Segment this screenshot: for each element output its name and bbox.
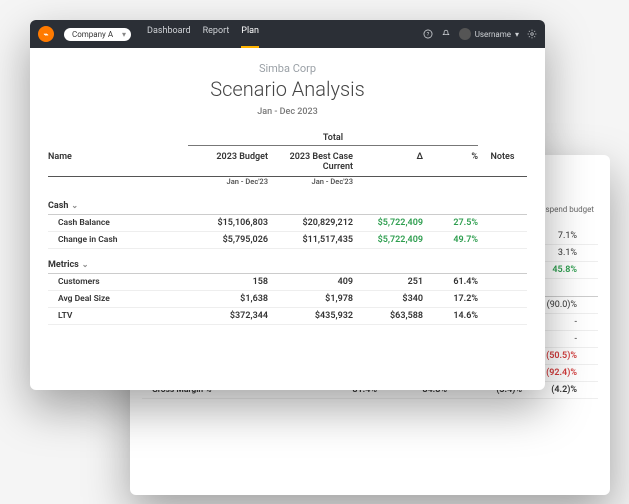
app-logo[interactable]: ⌁ <box>38 26 54 42</box>
col-notes: Notes <box>478 148 527 176</box>
row-notes <box>478 218 527 228</box>
row-pct: 14.6% <box>423 311 478 321</box>
nav-report[interactable]: Report <box>203 26 230 42</box>
help-icon[interactable]: ? <box>423 29 433 39</box>
row-delta: 251 <box>353 277 423 287</box>
row-notes <box>478 294 527 304</box>
row-budget: $15,106,803 <box>188 218 268 228</box>
row-budget: $5,795,026 <box>188 235 268 245</box>
nav-plan[interactable]: Plan <box>241 26 259 42</box>
section-cash[interactable]: Cash⌄ <box>48 198 527 215</box>
gear-icon[interactable] <box>527 29 537 39</box>
row-best: 409 <box>268 277 353 287</box>
row-best: $11,517,435 <box>268 235 353 245</box>
row-budget: $1,638 <box>188 294 268 304</box>
analysis-table: Total Name 2023 Budget 2023 Best Case Cu… <box>30 123 545 325</box>
table-row: Cash Balance$15,106,803$20,829,212$5,722… <box>48 215 527 232</box>
row-pct: 49.7% <box>423 235 478 245</box>
superheader-total: Total <box>188 133 478 146</box>
company-selector-value: Company A <box>72 30 113 39</box>
row-name: LTV <box>48 311 188 321</box>
row-pct: 27.5% <box>423 218 478 228</box>
row-budget: $372,344 <box>188 311 268 321</box>
col-name: Name <box>48 148 188 176</box>
section-metrics[interactable]: Metrics⌄ <box>48 257 527 274</box>
avatar-icon <box>459 28 471 40</box>
row-name: Cash Balance <box>48 218 188 228</box>
row-delta: $63,588 <box>353 311 423 321</box>
page-title: Scenario Analysis <box>30 77 545 101</box>
username-text: Username <box>475 30 511 39</box>
row-delta: $5,722,409 <box>353 235 423 245</box>
col-budget-label: 2023 Budget <box>188 152 268 162</box>
chevron-down-icon: ⌄ <box>71 201 78 210</box>
col-delta: Δ <box>353 148 423 176</box>
col-pct: % <box>423 148 478 176</box>
header-right: ? Username ▾ <box>423 28 537 40</box>
topbar: ⌁ Company A Dashboard Report Plan ? Userna… <box>30 20 545 48</box>
row-delta: $5,722,409 <box>353 218 423 228</box>
row-name: Customers <box>48 277 188 287</box>
company-name: Simba Corp <box>30 62 545 75</box>
nav-links: Dashboard Report Plan <box>147 26 259 42</box>
nav-dashboard[interactable]: Dashboard <box>147 26 191 42</box>
row-notes <box>478 277 527 287</box>
period-label: Jan - Dec 2023 <box>30 107 545 117</box>
bell-icon[interactable] <box>441 29 451 39</box>
company-selector[interactable]: Company A <box>64 28 131 41</box>
col-bestcase: 2023 Best Case Current <box>268 148 353 176</box>
table-row: Change in Cash$5,795,026$11,517,435$5,72… <box>48 232 527 249</box>
table-row: LTV$372,344$435,932$63,58814.6% <box>48 308 527 325</box>
row-delta: $340 <box>353 294 423 304</box>
table-row: Customers15840925161.4% <box>48 274 527 291</box>
col-bestcase-period: Jan - Dec'23 <box>268 177 353 190</box>
row-best: $435,932 <box>268 311 353 321</box>
table-row: Avg Deal Size$1,638$1,978$34017.2% <box>48 291 527 308</box>
svg-text:?: ? <box>426 32 429 38</box>
chevron-down-icon: ▾ <box>515 30 519 39</box>
user-menu[interactable]: Username ▾ <box>459 28 519 40</box>
row-name: Change in Cash <box>48 235 188 245</box>
col-budget-period: Jan - Dec'23 <box>188 177 268 190</box>
row-notes <box>478 235 527 245</box>
row-best: $20,829,212 <box>268 218 353 228</box>
scenario-analysis-card: ⌁ Company A Dashboard Report Plan ? Userna… <box>30 20 545 390</box>
column-headers: Name 2023 Budget 2023 Best Case Current … <box>48 148 527 177</box>
title-area: Simba Corp Scenario Analysis Jan - Dec 2… <box>30 48 545 123</box>
row-name: Avg Deal Size <box>48 294 188 304</box>
col-budget: 2023 Budget <box>188 148 268 176</box>
row-notes <box>478 311 527 321</box>
row-pct: 17.2% <box>423 294 478 304</box>
row-best: $1,978 <box>268 294 353 304</box>
row-budget: 158 <box>188 277 268 287</box>
chevron-down-icon: ⌄ <box>82 260 89 269</box>
col-bestcase-label: 2023 Best Case Current <box>268 152 353 172</box>
row-pct: 61.4% <box>423 277 478 287</box>
